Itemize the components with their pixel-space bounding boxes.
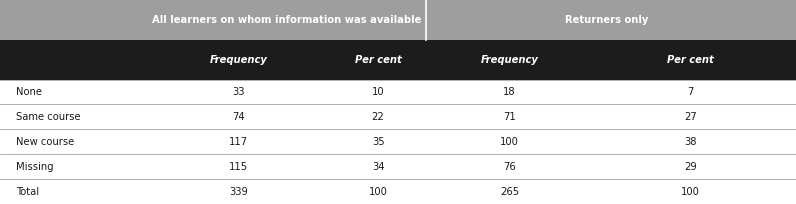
- Text: 33: 33: [232, 87, 245, 97]
- Text: Frequency: Frequency: [210, 55, 267, 65]
- Text: 38: 38: [685, 137, 696, 147]
- Text: 34: 34: [372, 162, 384, 172]
- Text: 35: 35: [372, 137, 384, 147]
- Text: 100: 100: [500, 137, 519, 147]
- Text: 22: 22: [372, 112, 384, 122]
- Text: 18: 18: [503, 87, 516, 97]
- Text: 100: 100: [369, 186, 388, 197]
- Text: Returners only: Returners only: [565, 15, 649, 25]
- Text: 27: 27: [684, 112, 697, 122]
- Text: 29: 29: [684, 162, 697, 172]
- Bar: [0, 179, 796, 204]
- Text: 100: 100: [681, 186, 700, 197]
- Text: Per cent: Per cent: [355, 55, 401, 65]
- Text: 265: 265: [500, 186, 519, 197]
- Text: 7: 7: [687, 87, 694, 97]
- Bar: [0, 154, 796, 179]
- Text: 115: 115: [229, 162, 248, 172]
- Text: 339: 339: [229, 186, 248, 197]
- Text: 10: 10: [372, 87, 384, 97]
- Text: 74: 74: [232, 112, 245, 122]
- Bar: [0, 40, 796, 80]
- Bar: [0, 129, 796, 154]
- Bar: [0, 80, 796, 104]
- Text: Frequency: Frequency: [481, 55, 538, 65]
- Text: Per cent: Per cent: [667, 55, 714, 65]
- Text: Missing: Missing: [16, 162, 53, 172]
- Text: All learners on whom information was available: All learners on whom information was ava…: [152, 15, 421, 25]
- Text: 117: 117: [229, 137, 248, 147]
- Bar: [0, 0, 796, 40]
- Text: 71: 71: [503, 112, 516, 122]
- Text: Total: Total: [16, 186, 39, 197]
- Text: Same course: Same course: [16, 112, 80, 122]
- Text: None: None: [16, 87, 42, 97]
- Text: New course: New course: [16, 137, 74, 147]
- Bar: [0, 104, 796, 129]
- Text: 76: 76: [503, 162, 516, 172]
